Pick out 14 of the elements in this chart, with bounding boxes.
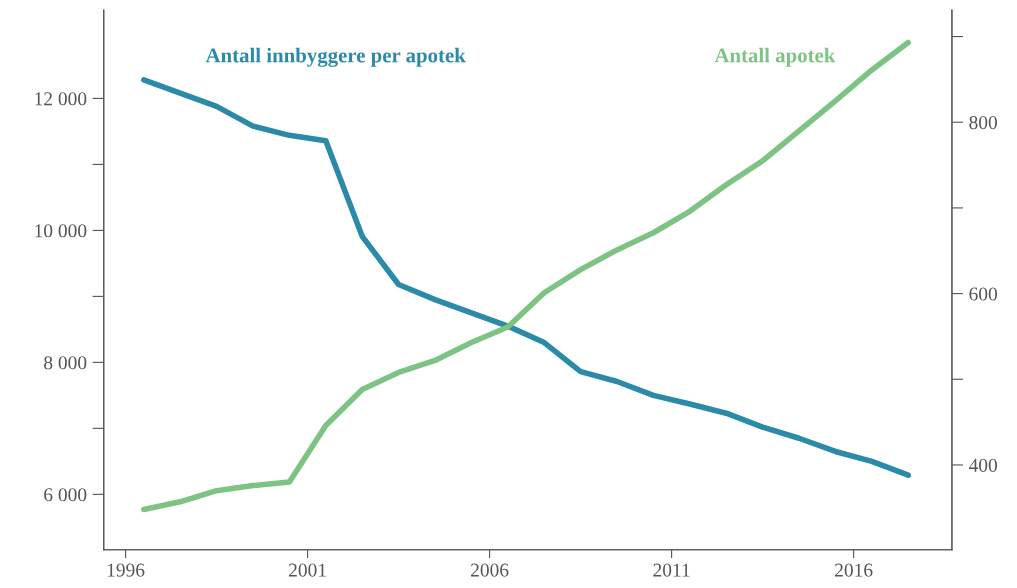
series-label: Antall innbyggere per apotek [205, 47, 466, 67]
y-tick-label: 6 000 [44, 488, 87, 502]
y-tick-label: 8 000 [44, 356, 87, 370]
series-label: Antall apotek [714, 47, 836, 67]
y2-tick-label: 400 [968, 458, 997, 472]
y-tick-label: 10 000 [35, 224, 87, 238]
x-tick-label: 1996 [107, 563, 145, 577]
x-tick-label: 2006 [471, 563, 509, 577]
x-tick-label: 2011 [653, 563, 690, 577]
y-tick-label: 12 000 [35, 92, 87, 106]
y2-tick-label: 800 [969, 116, 997, 130]
y2-tick-label: 600 [969, 287, 997, 301]
x-tick-label: 2001 [289, 563, 326, 577]
x-tick-label: 2016 [835, 563, 873, 577]
